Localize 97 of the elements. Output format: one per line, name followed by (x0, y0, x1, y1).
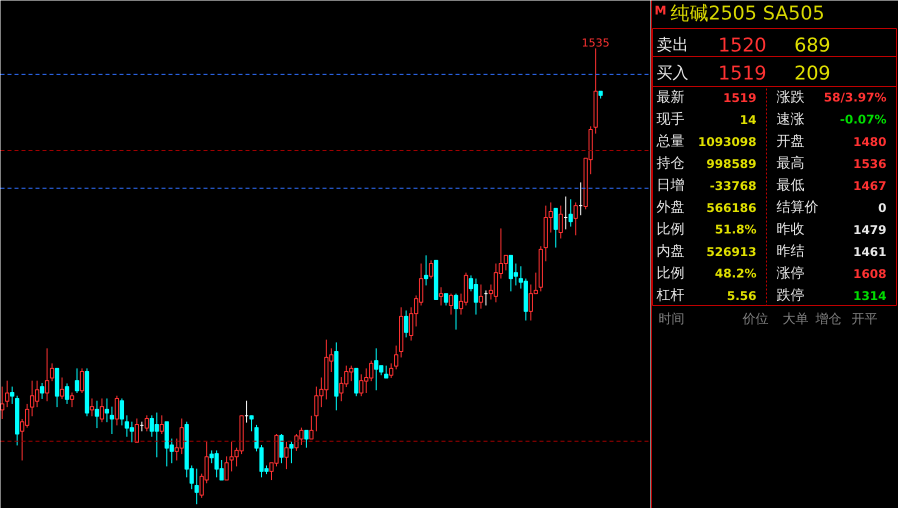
text: 总量 (656, 134, 684, 150)
candlestick (568, 198, 573, 228)
candlestick (110, 406, 114, 435)
text: -33768 (710, 179, 757, 193)
text: 最高 (776, 156, 804, 172)
candlestick (64, 382, 70, 404)
text: 外盘 (656, 200, 684, 216)
text: 买入 (656, 63, 688, 82)
text: 涨停 (776, 266, 804, 282)
text: 结算价 (776, 200, 818, 216)
candlestick (224, 456, 229, 481)
text: 51.8% (714, 222, 757, 236)
text: 大单 (782, 312, 808, 327)
text: 0 (878, 201, 887, 215)
candlestick (94, 400, 100, 429)
candlestick (279, 434, 284, 464)
candlestick (70, 392, 74, 408)
candlestick (5, 380, 10, 408)
candlestick (60, 376, 64, 400)
candlestick (100, 398, 104, 423)
text: 998589 (706, 157, 757, 171)
text: 48.2% (714, 266, 757, 280)
text: 1519 (718, 62, 767, 84)
text: 1520 (718, 34, 767, 56)
text: 时间 (658, 312, 684, 327)
text: 14 (740, 113, 757, 127)
candlestick (90, 398, 94, 417)
candlestick (554, 208, 558, 248)
candlestick (40, 382, 44, 400)
annotation: 1535 (582, 36, 610, 50)
candlestick (249, 414, 254, 432)
candlestick (558, 205, 563, 239)
text: 纯碱2505 SA505 (670, 2, 825, 24)
candlestick (114, 395, 120, 426)
text: 1519 (723, 91, 757, 105)
text: 现手 (656, 112, 684, 128)
candlestick (428, 260, 434, 280)
text: 杠杆 (656, 288, 684, 304)
candlestick (309, 415, 314, 440)
text: 1536 (853, 157, 887, 171)
candlestick (404, 310, 408, 338)
candlestick (10, 386, 14, 404)
candlestick (454, 293, 458, 330)
candlestick (194, 468, 199, 505)
candlestick (394, 345, 398, 370)
text: 昨收 (776, 222, 804, 238)
text: 卖出 (656, 35, 688, 54)
text: 价位 (742, 312, 768, 327)
text: 1480 (853, 135, 887, 149)
candlestick (80, 368, 84, 394)
text: 1467 (853, 179, 887, 193)
text: 最新 (656, 90, 684, 106)
candlestick (478, 284, 484, 310)
candlestick (424, 254, 428, 286)
candlestick (448, 293, 454, 316)
candlestick (74, 368, 80, 394)
text: 209 (794, 62, 830, 84)
text: 开盘 (776, 134, 804, 150)
candlestick (104, 398, 110, 423)
text: 内盘 (656, 244, 684, 260)
candlestick (574, 202, 578, 236)
candlestick (444, 293, 448, 306)
candlestick (438, 286, 444, 306)
text: 开平 (852, 312, 878, 327)
text: 689 (794, 34, 830, 56)
candlestick (134, 418, 139, 443)
candlestick (284, 441, 289, 470)
candlestick (120, 398, 124, 426)
text: 跌停 (776, 288, 804, 304)
text: 持仓 (656, 156, 684, 172)
candlestick (50, 362, 54, 382)
text: 58/3.97% (824, 90, 887, 104)
text: 1479 (853, 223, 887, 237)
candlestick (304, 430, 309, 448)
text: 速涨 (776, 112, 804, 128)
text: 比例 (656, 222, 684, 238)
text: 1461 (853, 245, 887, 259)
text: 1314 (853, 289, 887, 303)
text: 5.56 (726, 289, 756, 303)
text: M (654, 4, 666, 18)
text: 526913 (706, 245, 757, 259)
candlestick (289, 441, 294, 464)
text: 1093098 (698, 135, 757, 149)
text: 涨跌 (776, 90, 804, 106)
text: -0.07% (840, 112, 887, 126)
text: 比例 (656, 266, 684, 282)
text: 最低 (776, 178, 804, 194)
candlestick (44, 348, 50, 402)
text: 566186 (706, 201, 757, 215)
text: 1608 (853, 267, 887, 281)
candlestick (384, 365, 388, 378)
text: 日增 (656, 178, 684, 194)
candlestick (389, 362, 394, 378)
text: 昨结 (776, 244, 804, 260)
candlestick (144, 414, 149, 432)
candlestick (160, 414, 164, 435)
text: 增仓 (814, 312, 842, 327)
